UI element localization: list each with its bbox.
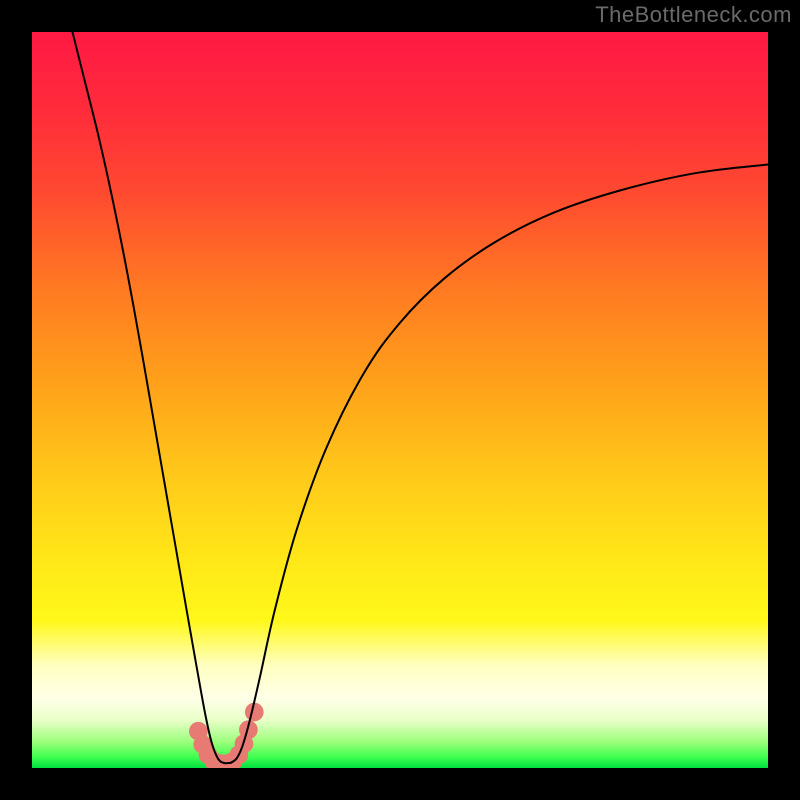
curve-right-branch: [231, 164, 768, 762]
chart-frame: TheBottleneck.com: [0, 0, 800, 800]
watermark-text: TheBottleneck.com: [595, 2, 792, 28]
curve-left-branch: [72, 32, 230, 763]
curve-layer: [32, 32, 768, 768]
plot-area: [32, 32, 768, 768]
